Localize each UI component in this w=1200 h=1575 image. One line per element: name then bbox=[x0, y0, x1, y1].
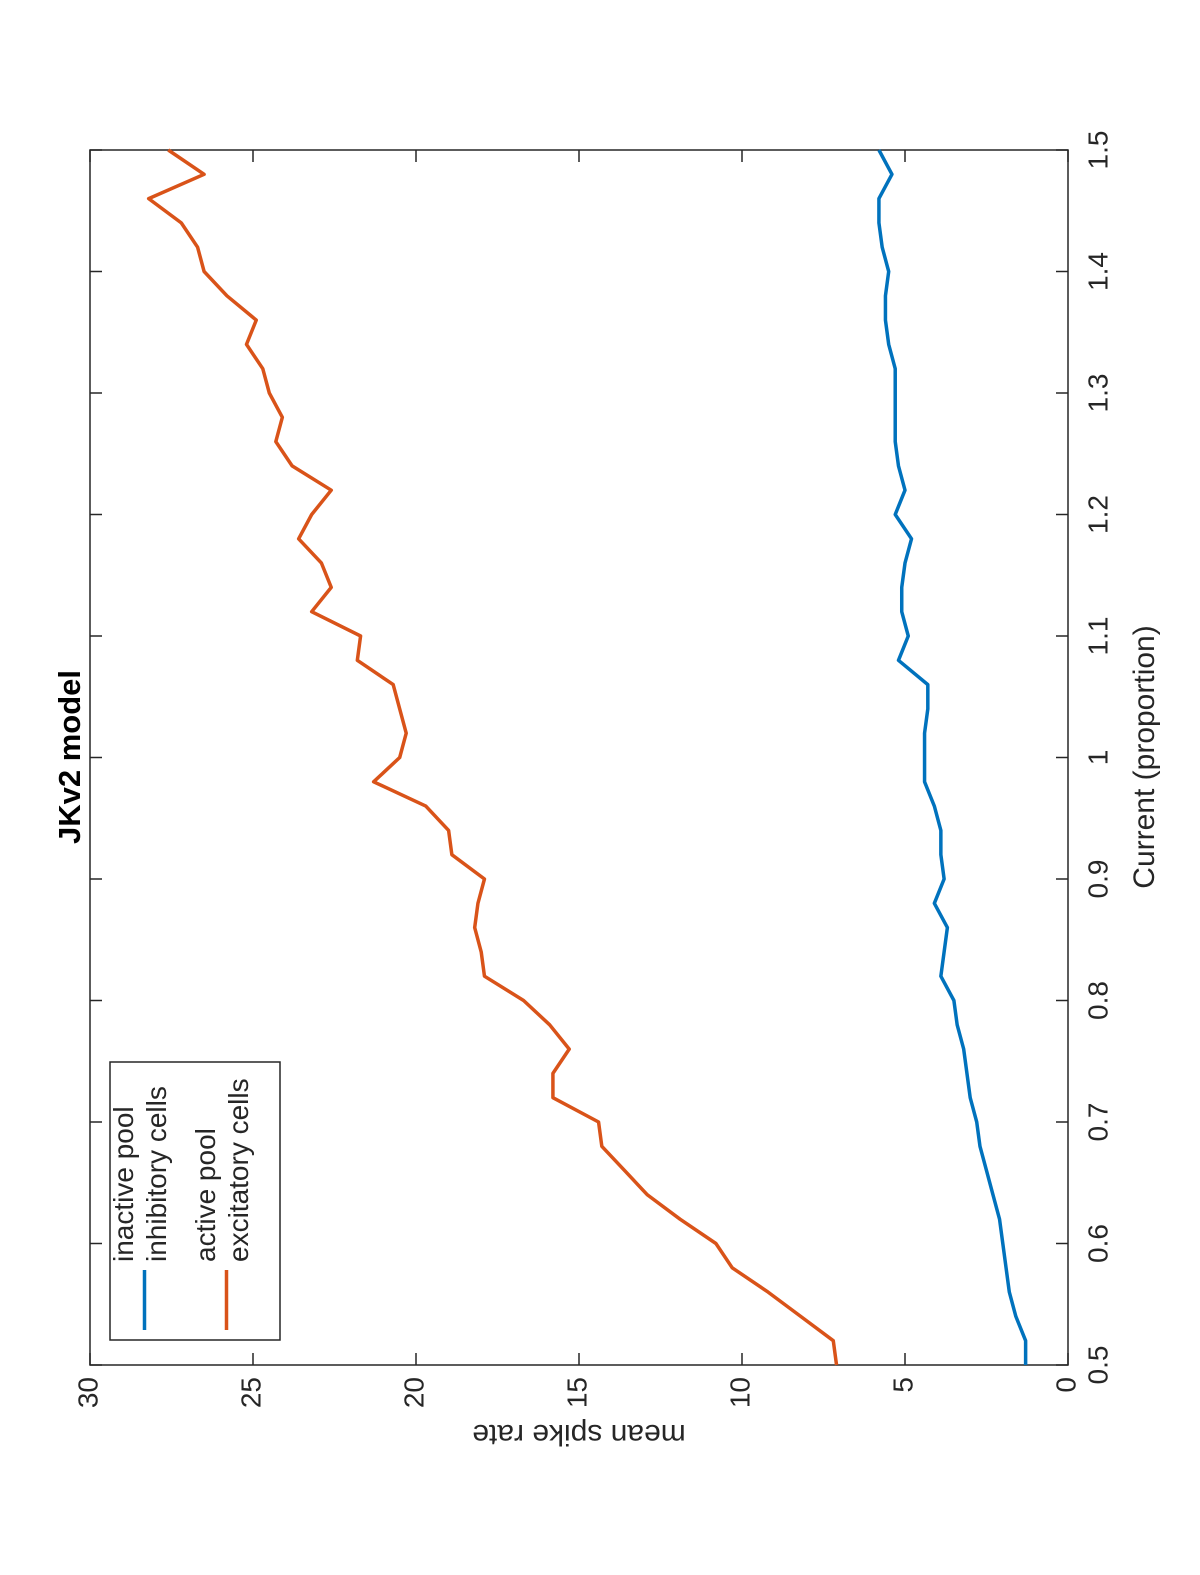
chart-title: JKv2 model bbox=[52, 670, 87, 844]
x-tick-label: 1.5 bbox=[1082, 131, 1113, 170]
y-tick-label: 5 bbox=[887, 1377, 918, 1393]
y-tick-label: 25 bbox=[235, 1377, 266, 1408]
y-axis-label: mean spike rate bbox=[472, 1418, 685, 1451]
y-tick-label: 20 bbox=[398, 1377, 429, 1408]
x-tick-label: 1.1 bbox=[1082, 617, 1113, 656]
x-tick-label: 0.9 bbox=[1082, 860, 1113, 899]
y-tick-label: 15 bbox=[561, 1377, 592, 1408]
x-tick-label: 1 bbox=[1082, 750, 1113, 766]
legend-label: active poolexcitatory cells bbox=[190, 1078, 254, 1262]
x-tick-label: 0.7 bbox=[1082, 1103, 1113, 1142]
x-tick-label: 0.5 bbox=[1082, 1346, 1113, 1385]
x-tick-label: 1.3 bbox=[1082, 374, 1113, 413]
y-tick-label: 10 bbox=[724, 1377, 755, 1408]
x-tick-label: 0.6 bbox=[1082, 1224, 1113, 1263]
line-series bbox=[877, 149, 1028, 1365]
legend-box bbox=[109, 1061, 281, 1341]
legend-label: inactive poolinhibitory cells bbox=[108, 1086, 172, 1262]
x-tick-label: 1.2 bbox=[1082, 495, 1113, 534]
x-tick-label: 0.8 bbox=[1082, 981, 1113, 1020]
x-tick-label: 1.4 bbox=[1082, 252, 1113, 291]
x-axis-label: Current (proportion) bbox=[1128, 625, 1161, 888]
axes-box bbox=[89, 149, 1069, 1366]
line-series bbox=[146, 148, 839, 1366]
y-tick-label: 0 bbox=[1050, 1377, 1081, 1393]
y-tick-label: 30 bbox=[72, 1377, 103, 1408]
